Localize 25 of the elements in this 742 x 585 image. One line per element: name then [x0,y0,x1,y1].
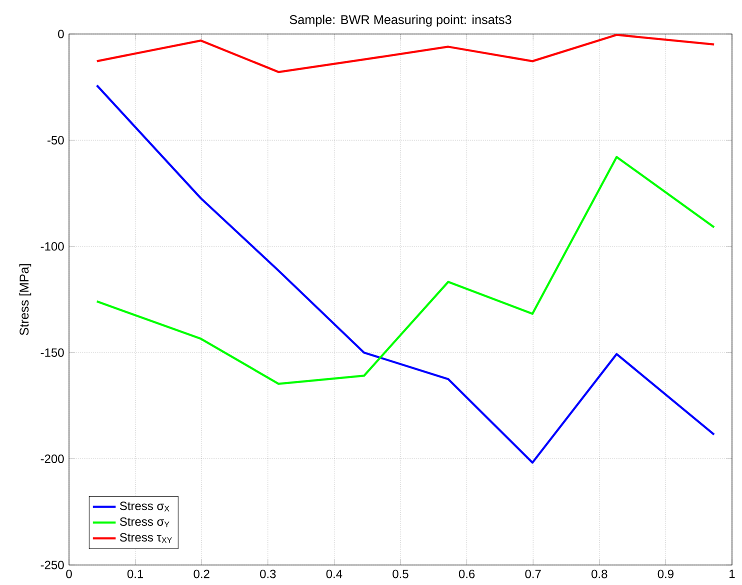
x-tick-label: 0 [66,570,72,578]
x-tick-label: 0.4 [326,570,342,578]
x-tick-label: 0.6 [458,570,475,578]
legend-label: Stress σ$_{Y}$ [120,517,170,528]
y-tick-label: -250 [40,560,64,570]
chart-title: Sample: BWR Measuring point: insats3 [290,14,512,27]
line-series [96,84,716,464]
y-tick-label: -50 [48,136,64,144]
legend-label: Stress σ$_{X}$ [120,502,170,512]
x-tick-label: 0.8 [592,570,608,578]
line-series [96,156,716,385]
x-tick-label: 1 [730,570,735,578]
y-axis-title: Stress [MPa] [19,264,32,336]
x-tick-label: 0.1 [127,570,144,578]
y-tick-label: -150 [40,348,64,357]
x-tick-label: 0.5 [392,570,408,578]
line-series [96,34,716,74]
x-tick-label: 0.9 [658,570,674,578]
y-tick-label: -200 [40,454,64,464]
x-tick-label: 0.2 [194,570,210,578]
y-tick-label: -100 [40,242,64,251]
legend-label: Stress τ$_{XY}$ [120,533,172,543]
y-tick-label: 0 [58,30,64,38]
x-tick-label: 0.7 [525,570,541,578]
x-tick-label: 0.3 [260,570,276,578]
